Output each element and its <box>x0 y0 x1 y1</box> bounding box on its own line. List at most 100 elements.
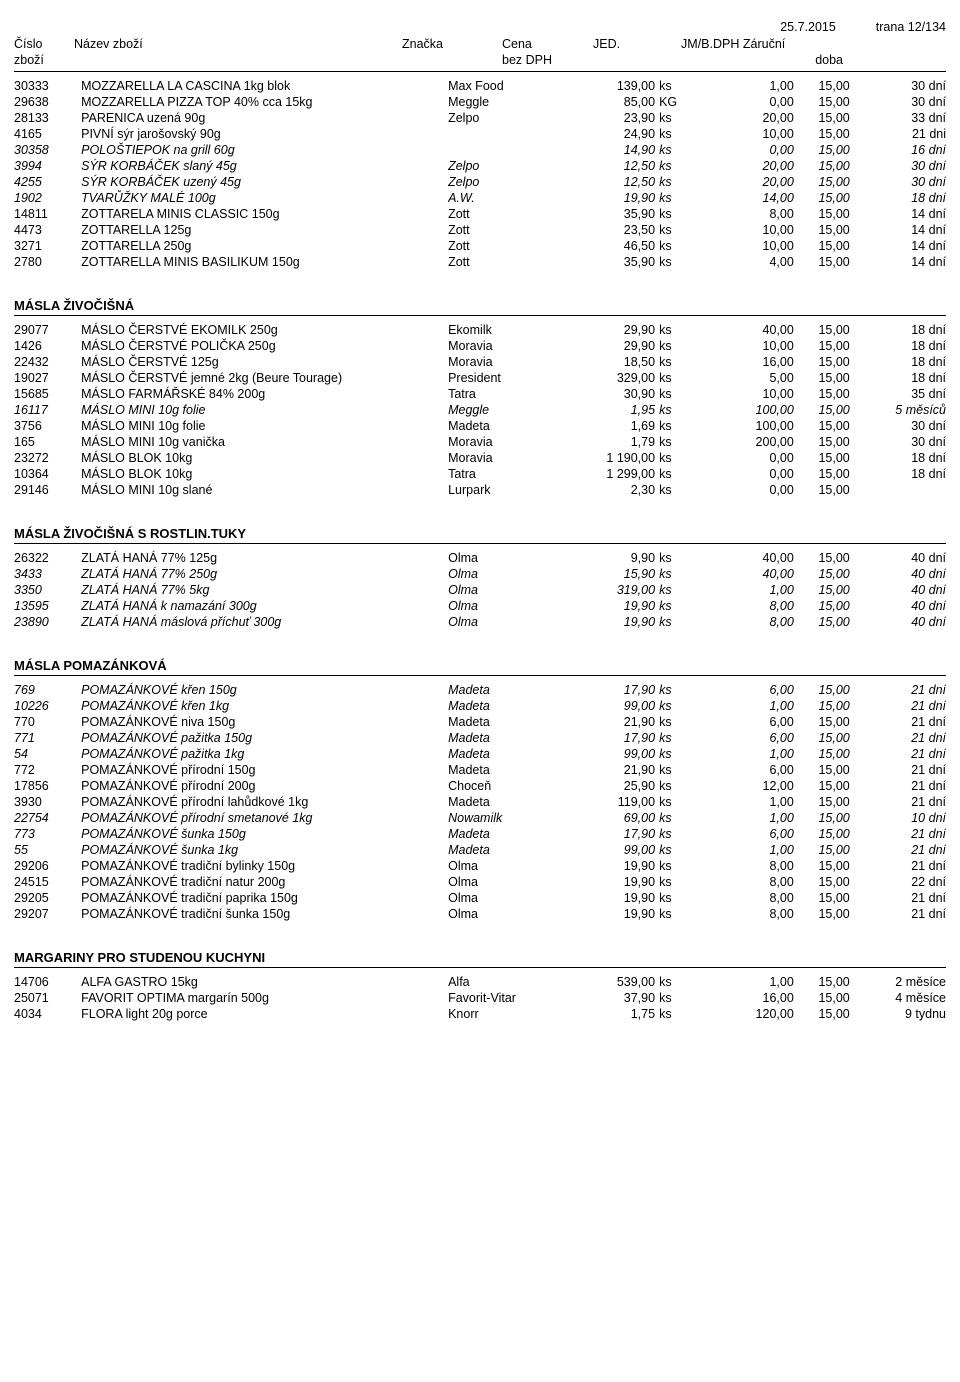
cell-jed: ks <box>655 206 704 222</box>
cell-znacka: Madeta <box>448 826 560 842</box>
cell-jmb: 10,00 <box>704 126 794 142</box>
cell-dph: 15,00 <box>794 110 850 126</box>
cell-zaruc: 30 dní <box>850 94 946 110</box>
cell-jed: ks <box>655 370 704 386</box>
cell-cislo: 4473 <box>14 222 81 238</box>
cell-jed: ks <box>655 482 704 498</box>
cell-znacka: Madeta <box>448 682 560 698</box>
cell-znacka: Madeta <box>448 730 560 746</box>
cell-zaruc: 21 dní <box>850 826 946 842</box>
cell-cislo: 19027 <box>14 370 81 386</box>
cell-jmb: 0,00 <box>704 450 794 466</box>
cell-znacka: Moravia <box>448 450 560 466</box>
cell-dph: 15,00 <box>794 990 850 1006</box>
cell-jmb: 1,00 <box>704 582 794 598</box>
cell-znacka: Madeta <box>448 842 560 858</box>
cell-znacka: Olma <box>448 614 560 630</box>
cell-jmb: 0,00 <box>704 482 794 498</box>
cell-nazev: POMAZÁNKOVÉ pažitka 1kg <box>81 746 448 762</box>
table-row: 30358POLOŠTIEPOK na grill 60g14,90ks0,00… <box>14 142 946 158</box>
table-row: 13595ZLATÁ HANÁ k namazání 300gOlma19,90… <box>14 598 946 614</box>
cell-nazev: POMAZÁNKOVÉ přírodní smetanové 1kg <box>81 810 448 826</box>
cell-jmb: 10,00 <box>704 386 794 402</box>
cell-cena: 2,30 <box>560 482 655 498</box>
cell-dph: 15,00 <box>794 190 850 206</box>
cell-dph: 15,00 <box>794 354 850 370</box>
table-row: 3271ZOTTARELLA 250gZott46,50ks10,0015,00… <box>14 238 946 254</box>
cell-dph: 15,00 <box>794 762 850 778</box>
cell-cislo: 29077 <box>14 322 81 338</box>
cell-zaruc: 14 dní <box>850 206 946 222</box>
cell-jed: ks <box>655 874 704 890</box>
price-table: 29077MÁSLO ČERSTVÉ EKOMILK 250gEkomilk29… <box>14 322 946 498</box>
cell-cislo: 22432 <box>14 354 81 370</box>
cell-jed: ks <box>655 614 704 630</box>
header-cena: Cena bez DPH <box>502 36 587 69</box>
cell-jed: ks <box>655 550 704 566</box>
cell-dph: 15,00 <box>794 222 850 238</box>
table-row: 25071FAVORIT OPTIMA margarín 500gFavorit… <box>14 990 946 1006</box>
cell-zaruc: 21 dní <box>850 698 946 714</box>
cell-zaruc: 30 dní <box>850 434 946 450</box>
cell-nazev: ZOTTARELLA MINIS BASILIKUM 150g <box>81 254 448 270</box>
cell-znacka: Olma <box>448 890 560 906</box>
cell-zaruc: 18 dní <box>850 190 946 206</box>
cell-jed: ks <box>655 714 704 730</box>
cell-cislo: 3930 <box>14 794 81 810</box>
cell-znacka: Olma <box>448 582 560 598</box>
cell-znacka: Zelpo <box>448 174 560 190</box>
cell-cena: 139,00 <box>560 78 655 94</box>
cell-cislo: 2780 <box>14 254 81 270</box>
cell-cena: 37,90 <box>560 990 655 1006</box>
cell-zaruc: 21 dní <box>850 730 946 746</box>
cell-cislo: 25071 <box>14 990 81 1006</box>
cell-jmb: 1,00 <box>704 842 794 858</box>
cell-dph: 15,00 <box>794 418 850 434</box>
cell-zaruc: 30 dní <box>850 174 946 190</box>
cell-zaruc: 16 dní <box>850 142 946 158</box>
cell-dph: 15,00 <box>794 974 850 990</box>
cell-cena: 329,00 <box>560 370 655 386</box>
cell-nazev: MÁSLO BLOK 10kg <box>81 450 448 466</box>
cell-znacka: Madeta <box>448 794 560 810</box>
cell-dph: 15,00 <box>794 698 850 714</box>
price-table: 30333MOZZARELLA LA CASCINA 1kg blokMax F… <box>14 78 946 270</box>
table-row: 24515POMAZÁNKOVÉ tradiční natur 200gOlma… <box>14 874 946 890</box>
cell-dph: 15,00 <box>794 730 850 746</box>
section-title: MÁSLA POMAZÁNKOVÁ <box>14 658 946 673</box>
cell-jmb: 10,00 <box>704 338 794 354</box>
cell-jed: ks <box>655 842 704 858</box>
cell-zaruc: 21 dní <box>850 890 946 906</box>
table-row: 772POMAZÁNKOVÉ přírodní 150gMadeta21,90k… <box>14 762 946 778</box>
cell-zaruc: 21 dní <box>850 778 946 794</box>
cell-cislo: 29638 <box>14 94 81 110</box>
cell-jed: ks <box>655 466 704 482</box>
table-row: 22754POMAZÁNKOVÉ přírodní smetanové 1kgN… <box>14 810 946 826</box>
cell-znacka: Madeta <box>448 418 560 434</box>
cell-cislo: 4034 <box>14 1006 81 1022</box>
cell-jed: ks <box>655 746 704 762</box>
cell-nazev: POMAZÁNKOVÉ tradiční bylinky 150g <box>81 858 448 874</box>
cell-zaruc: 30 dní <box>850 418 946 434</box>
cell-jed: ks <box>655 810 704 826</box>
cell-jed: ks <box>655 322 704 338</box>
cell-zaruc: 21 dní <box>850 746 946 762</box>
cell-jed: ks <box>655 254 704 270</box>
cell-cislo: 773 <box>14 826 81 842</box>
cell-dph: 15,00 <box>794 466 850 482</box>
cell-znacka: Olma <box>448 858 560 874</box>
cell-dph: 15,00 <box>794 598 850 614</box>
cell-nazev: MOZZARELLA LA CASCINA 1kg blok <box>81 78 448 94</box>
cell-dph: 15,00 <box>794 794 850 810</box>
cell-jed: ks <box>655 778 704 794</box>
table-row: 4473ZOTTARELLA 125gZott23,50ks10,0015,00… <box>14 222 946 238</box>
cell-cislo: 17856 <box>14 778 81 794</box>
cell-nazev: POMAZÁNKOVÉ šunka 1kg <box>81 842 448 858</box>
cell-jed: ks <box>655 698 704 714</box>
table-row: 29638MOZZARELLA PIZZA TOP 40% cca 15kgMe… <box>14 94 946 110</box>
cell-cislo: 165 <box>14 434 81 450</box>
cell-cena: 1,95 <box>560 402 655 418</box>
cell-cislo: 1426 <box>14 338 81 354</box>
cell-dph: 15,00 <box>794 238 850 254</box>
cell-jmb: 20,00 <box>704 174 794 190</box>
